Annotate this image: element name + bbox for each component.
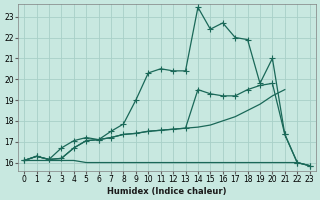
X-axis label: Humidex (Indice chaleur): Humidex (Indice chaleur) bbox=[107, 187, 227, 196]
